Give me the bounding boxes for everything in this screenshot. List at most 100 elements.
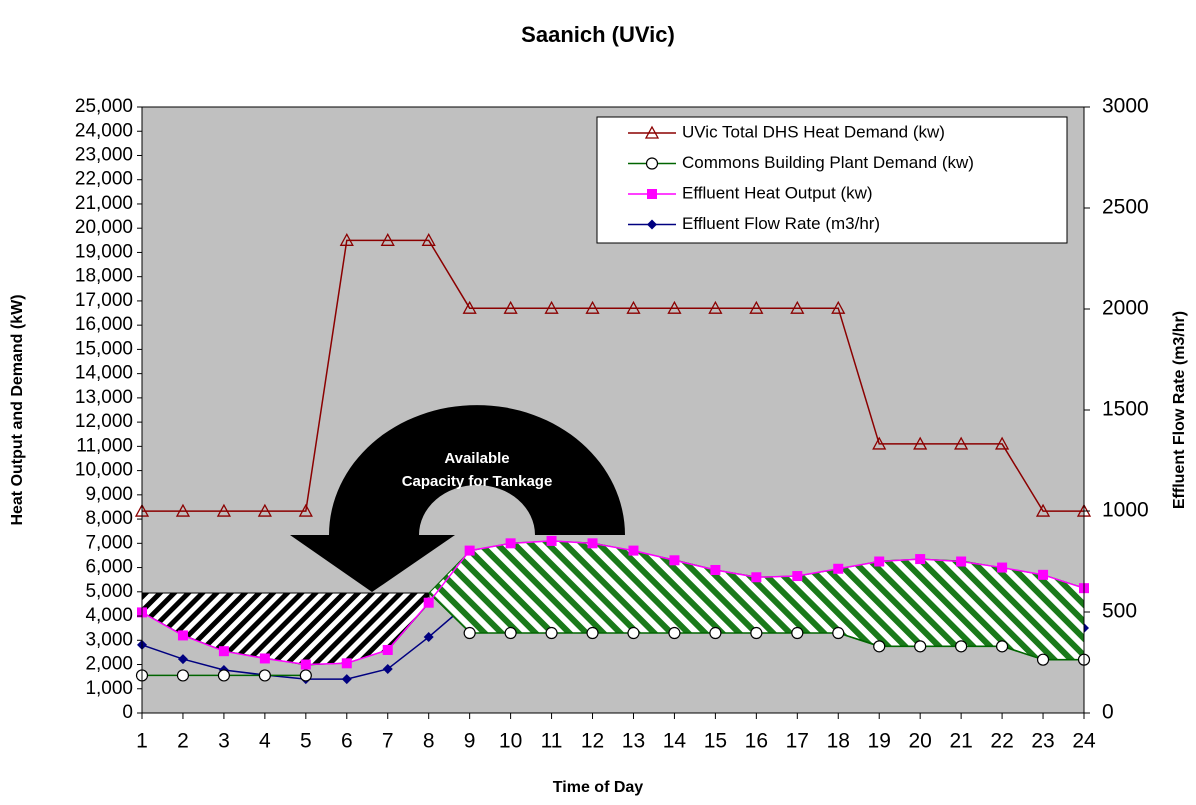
point bbox=[1036, 653, 1050, 666]
x-axis-title: Time of Day bbox=[553, 779, 644, 796]
x-tick-label: 17 bbox=[786, 730, 809, 753]
y-tick-label: 5,000 bbox=[85, 581, 133, 602]
point bbox=[955, 640, 968, 653]
point bbox=[710, 564, 721, 575]
y2-tick-label: 0 bbox=[1102, 701, 1114, 724]
point bbox=[644, 125, 660, 139]
x-tick-label: 11 bbox=[541, 730, 563, 753]
point bbox=[790, 300, 805, 314]
y2-tick-label: 1500 bbox=[1102, 398, 1149, 421]
series-line bbox=[142, 239, 1084, 512]
y-tick-label: 0 bbox=[122, 702, 133, 723]
point bbox=[505, 538, 516, 549]
point bbox=[545, 626, 558, 640]
point bbox=[913, 436, 928, 450]
x-tick-label: 13 bbox=[622, 730, 645, 753]
x-tick-label: 10 bbox=[499, 730, 522, 753]
point bbox=[421, 232, 436, 246]
point bbox=[586, 626, 599, 640]
y-tick-label: 22,000 bbox=[75, 169, 133, 190]
y-tick-label: 4,000 bbox=[85, 605, 133, 626]
point bbox=[956, 556, 967, 567]
x-tick-label: 20 bbox=[908, 730, 931, 753]
x-tick-label: 24 bbox=[1072, 730, 1096, 753]
point bbox=[299, 669, 312, 682]
legend-label: UVic Total DHS Heat Demand (kw) bbox=[682, 122, 945, 141]
point bbox=[709, 626, 722, 640]
point bbox=[995, 640, 1009, 653]
point bbox=[544, 300, 559, 314]
x-tick-label: 8 bbox=[423, 730, 435, 753]
point bbox=[587, 538, 598, 549]
point bbox=[708, 300, 723, 314]
point bbox=[423, 632, 434, 643]
y-tick-label: 10,000 bbox=[75, 460, 133, 481]
point bbox=[647, 189, 657, 199]
y-tick-label: 14,000 bbox=[75, 363, 133, 384]
y-tick-label: 17,000 bbox=[75, 290, 133, 311]
point bbox=[423, 597, 434, 608]
chart-title: Saanich (UVic) bbox=[521, 22, 675, 47]
point bbox=[874, 556, 885, 567]
y-tick-label: 7,000 bbox=[85, 532, 133, 553]
point bbox=[462, 300, 477, 314]
point bbox=[216, 503, 232, 517]
point bbox=[298, 503, 313, 517]
point bbox=[997, 562, 1008, 573]
y-tick-label: 3,000 bbox=[85, 629, 133, 650]
y2-tick-label: 3000 bbox=[1102, 95, 1149, 118]
y-tick-label: 9,000 bbox=[85, 484, 133, 505]
point bbox=[217, 669, 231, 682]
point bbox=[1035, 503, 1051, 517]
point bbox=[994, 436, 1010, 450]
series-line bbox=[141, 540, 1085, 666]
y2-tick-label: 2000 bbox=[1102, 297, 1149, 320]
arc-arrow bbox=[290, 405, 625, 592]
x-tick-label: 14 bbox=[663, 730, 687, 753]
y2-axis-title: Effluent Flow Rate (m3/hr) bbox=[1171, 311, 1188, 509]
point bbox=[177, 630, 188, 641]
x-tick-label: 21 bbox=[949, 730, 972, 753]
y2-tick-label: 2500 bbox=[1102, 196, 1149, 219]
x-tick-label: 22 bbox=[990, 730, 1013, 753]
point bbox=[382, 663, 393, 674]
y-tick-label: 15,000 bbox=[75, 338, 133, 359]
point bbox=[175, 503, 191, 517]
point bbox=[750, 626, 763, 640]
annotation: Available bbox=[444, 450, 509, 467]
point bbox=[873, 640, 886, 653]
y2-tick-label: 1000 bbox=[1102, 499, 1149, 522]
point bbox=[626, 300, 641, 314]
x-tick-label: 12 bbox=[581, 730, 604, 753]
point bbox=[749, 300, 764, 314]
x-tick-label: 16 bbox=[745, 730, 768, 753]
x-tick-label: 15 bbox=[704, 730, 727, 753]
point bbox=[1038, 569, 1049, 580]
point bbox=[503, 300, 518, 314]
point bbox=[380, 232, 395, 246]
y-tick-label: 8,000 bbox=[85, 508, 133, 529]
y-tick-label: 13,000 bbox=[75, 387, 133, 408]
point bbox=[585, 300, 600, 314]
point bbox=[954, 436, 969, 450]
y-tick-label: 1,000 bbox=[85, 678, 133, 699]
point bbox=[627, 626, 640, 640]
point bbox=[463, 626, 476, 640]
legend-label: Effluent Heat Output (kw) bbox=[682, 183, 873, 202]
point bbox=[546, 535, 557, 546]
y2-tick-label: 500 bbox=[1102, 600, 1137, 623]
x-tick-label: 23 bbox=[1031, 730, 1054, 753]
point bbox=[628, 545, 639, 556]
point bbox=[915, 554, 926, 565]
y-tick-label: 23,000 bbox=[75, 144, 133, 165]
y-tick-label: 12,000 bbox=[75, 411, 133, 432]
x-tick-label: 3 bbox=[218, 730, 230, 753]
y-tick-label: 18,000 bbox=[75, 266, 133, 287]
y-tick-label: 25,000 bbox=[75, 96, 133, 117]
point bbox=[259, 653, 270, 664]
y-axis-title: Heat Output and Demand (kW) bbox=[9, 294, 26, 525]
y-tick-label: 11,000 bbox=[76, 435, 133, 456]
point bbox=[339, 232, 354, 246]
point bbox=[791, 626, 804, 640]
